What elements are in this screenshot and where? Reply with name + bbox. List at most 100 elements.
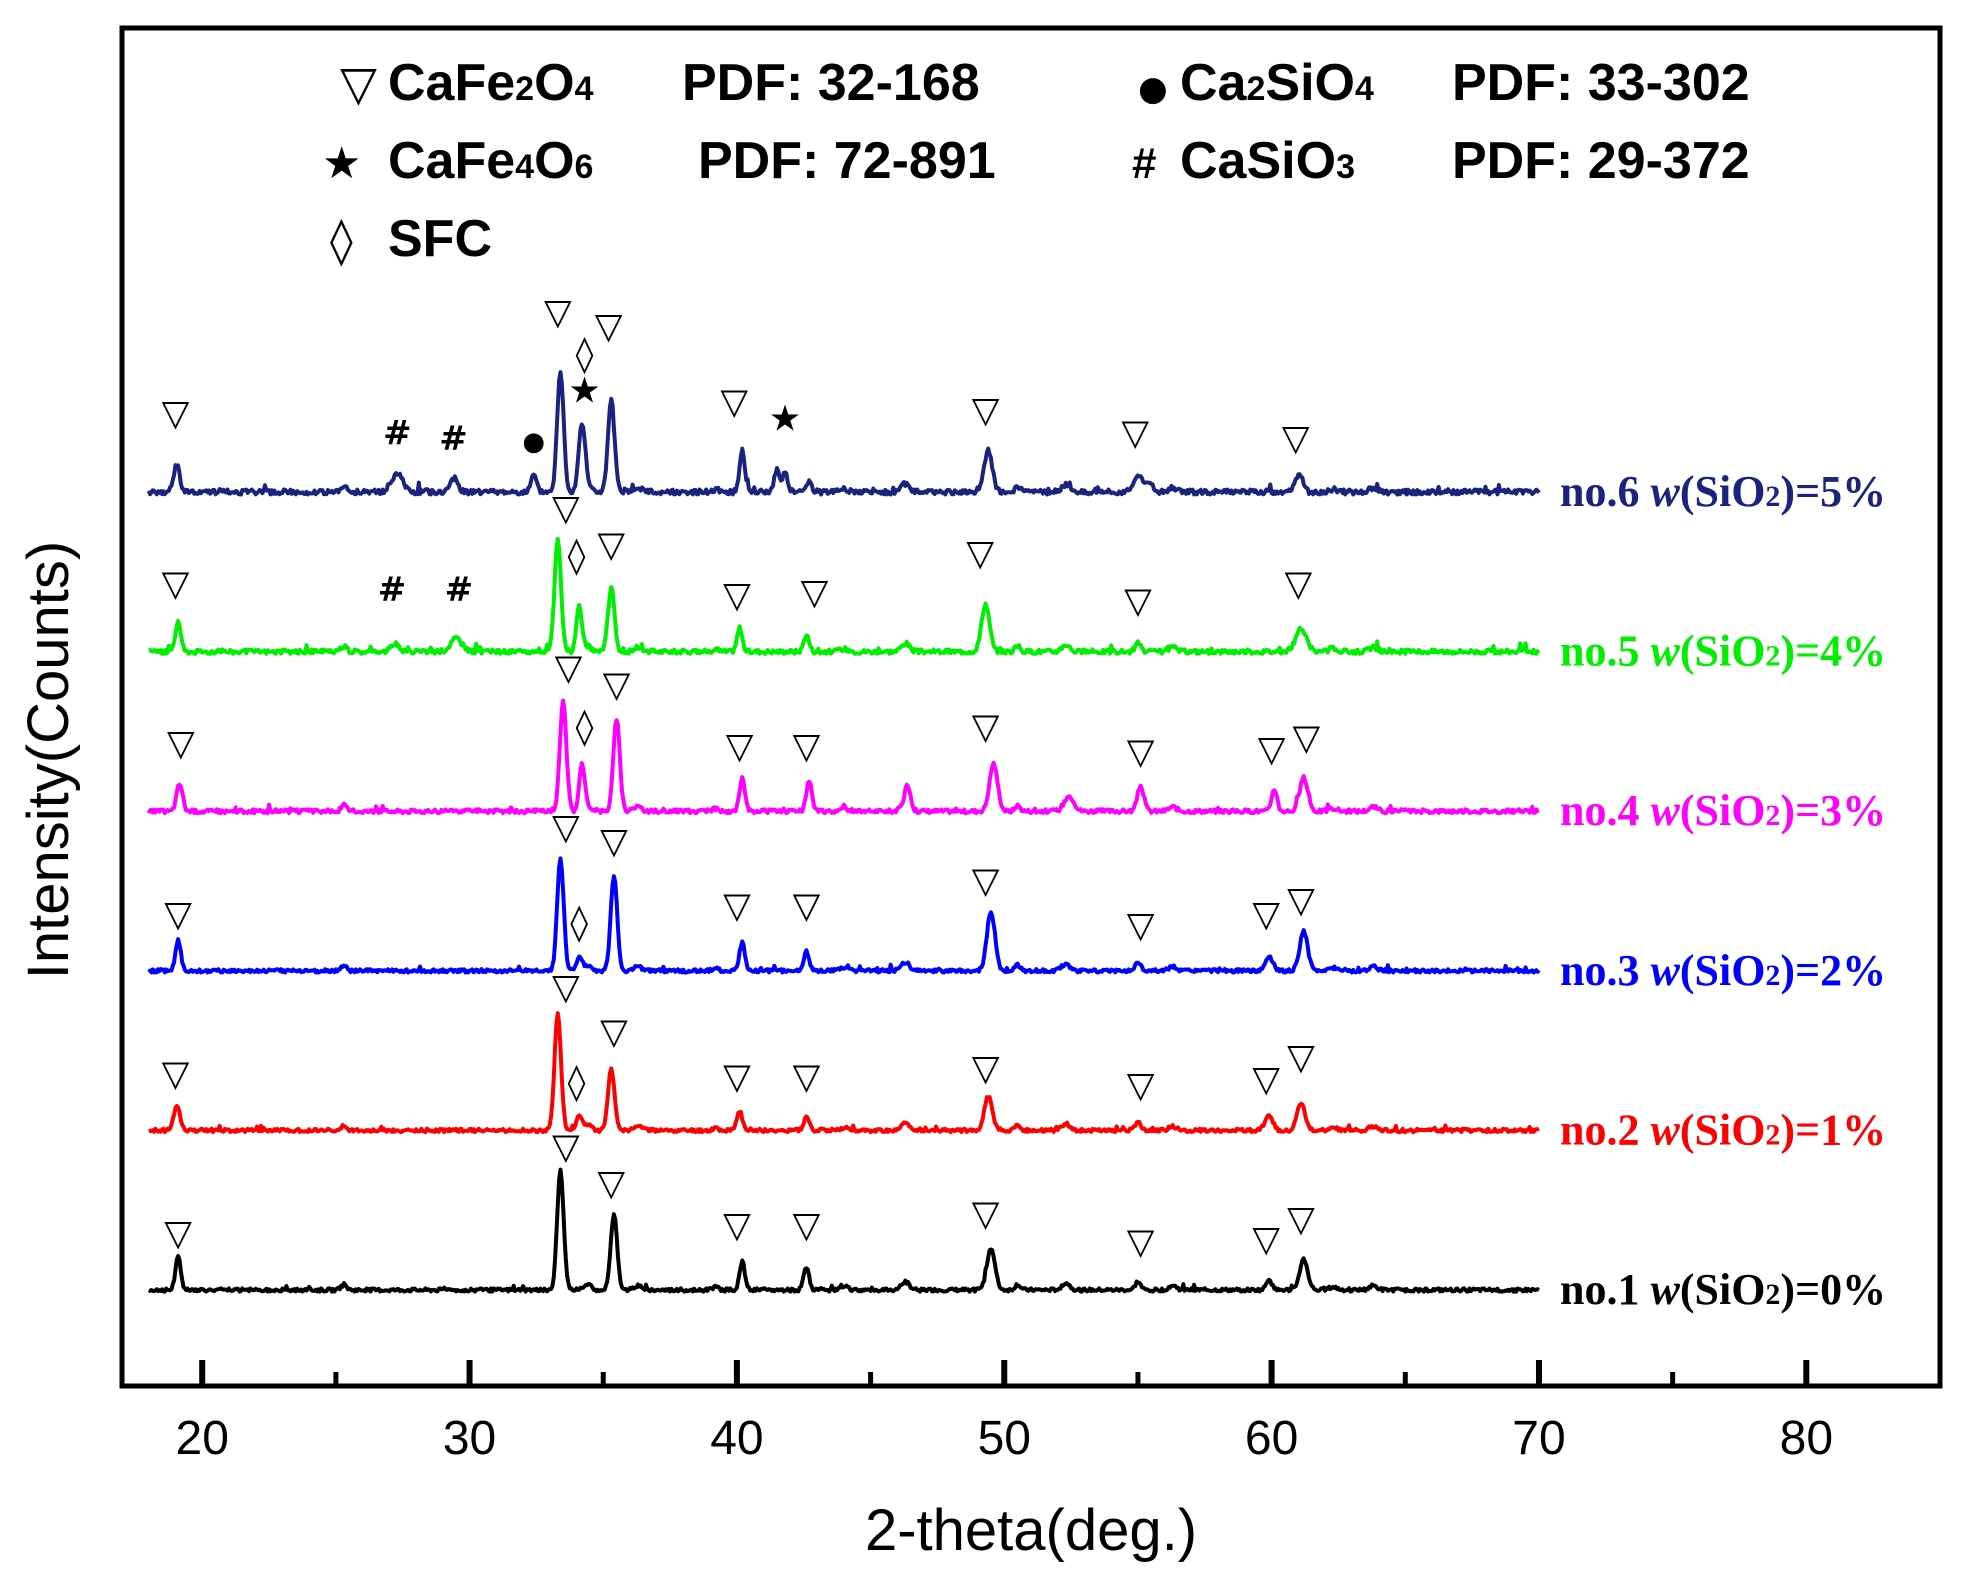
peak-marker: ★ (568, 370, 600, 411)
peak-marker: ● (522, 427, 545, 457)
x-axis-label: 2-theta(deg.) (865, 1498, 1197, 1563)
legend-entry-casio3: # CaSiO3 PDF: 29-372 (1132, 132, 1750, 190)
peak-marker: ▽ (1127, 1222, 1155, 1263)
x-tick-label: 50 (978, 1412, 1031, 1465)
series-line-no1 (147, 1167, 1540, 1294)
peak-marker: ▽ (1252, 1219, 1280, 1260)
legend-phase-casio3: CaSiO3 (1180, 132, 1355, 190)
peak-marker: ★ (769, 398, 801, 439)
peak-marker: ◊ (576, 706, 594, 747)
peak-marker: ▽ (801, 572, 829, 613)
legend-entry-ca2sio4: ● Ca2SiO4 PDF: 33-302 (1138, 54, 1750, 112)
legend-entry-sfc: ◊ SFC (330, 210, 492, 268)
series-label-no5: no.5 w(SiO2)=4% (1560, 627, 1886, 676)
x-axis-ticks: 20 30 40 50 60 70 80 (176, 1360, 1833, 1465)
series-line-no4 (146, 698, 1540, 816)
peak-marker: ▽ (164, 1213, 192, 1254)
peak-marker: ▽ (1287, 880, 1315, 921)
peak-marker: ▽ (162, 1054, 190, 1095)
peak-marker: ▽ (603, 664, 631, 705)
peak-marker: ▽ (544, 292, 572, 333)
x-tick-label: 60 (1245, 1412, 1298, 1465)
peak-marker: ▽ (1127, 732, 1155, 773)
peak-marker: ▽ (793, 1205, 821, 1246)
peak-marker: # (445, 570, 474, 610)
peak-marker: ▽ (966, 533, 994, 574)
legend-symbol-ca2sio4: ● (1138, 69, 1168, 109)
legend-symbol-casio3: # (1132, 139, 1156, 188)
peak-marker: ▽ (720, 382, 748, 423)
peak-marker: ▽ (723, 1205, 751, 1246)
peak-marker: ▽ (1127, 905, 1155, 946)
legend-symbol-cafe2o4: ▽ (340, 56, 377, 112)
legend-phase-cafe4o6: CaFe4O6 (388, 132, 593, 190)
legend-entry-cafe2o4: ▽ CaFe2O4 PDF: 32-168 (340, 54, 980, 112)
peak-marker: # (383, 413, 412, 453)
x-tick-label: 30 (443, 1412, 496, 1465)
plot-frame (119, 25, 1943, 1389)
peak-marker: # (439, 419, 468, 459)
peak-marker: ▽ (972, 860, 1000, 901)
x-tick-label: 40 (710, 1412, 763, 1465)
legend-symbol-sfc: ◊ (330, 213, 353, 267)
peak-marker: ▽ (597, 1163, 625, 1204)
peak-marker: ▽ (162, 564, 190, 605)
x-tick-label: 80 (1780, 1412, 1833, 1465)
series-layer (146, 370, 1541, 1294)
peak-marker: ▽ (793, 886, 821, 927)
peak-marker: ▽ (1293, 718, 1321, 759)
legend-pdf-cafe2o4: PDF: 32-168 (682, 54, 980, 112)
peak-marker: ▽ (1252, 894, 1280, 935)
peak-marker: ◊ (570, 902, 588, 943)
peak-marker: ▽ (162, 393, 190, 434)
peak-marker: ▽ (972, 1194, 1000, 1235)
peak-marker: ▽ (1282, 418, 1310, 459)
peak-marker: ▽ (723, 575, 751, 616)
peak-marker: ▽ (552, 967, 580, 1008)
x-tick-label: 20 (176, 1412, 229, 1465)
peak-marker: ▽ (597, 524, 625, 565)
legend-phase-sfc: SFC (388, 210, 492, 268)
peak-marker: ▽ (1121, 412, 1149, 453)
peak-marker: ▽ (595, 306, 623, 347)
peak-marker: ▽ (1258, 729, 1286, 770)
series-label-no4: no.4 w(SiO2)=3% (1560, 786, 1886, 835)
peak-marker: ◊ (576, 334, 594, 375)
peak-marker: ▽ (1287, 1037, 1315, 1078)
series-label-no2: no.2 w(SiO2)=1% (1560, 1105, 1886, 1154)
peak-marker: ▽ (972, 390, 1000, 431)
legend: ▽ CaFe2O4 PDF: 32-168 ● Ca2SiO4 PDF: 33-… (322, 54, 1750, 268)
y-axis-label: Intensity(Counts) (16, 541, 81, 979)
series-labels-layer: no.1 w(SiO2)=0% no.2 w(SiO2)=1% no.3 w(SiO… (1560, 467, 1886, 1314)
legend-symbol-cafe4o6: ★ (322, 138, 361, 189)
peak-marker: ▽ (726, 726, 754, 767)
peak-marker: ▽ (793, 1056, 821, 1097)
peak-marker: ◊ (568, 536, 586, 577)
series-line-no2 (148, 1011, 1540, 1135)
peak-marker: ▽ (164, 894, 192, 935)
series-label-no3: no.3 w(SiO2)=2% (1560, 946, 1886, 995)
legend-pdf-ca2sio4: PDF: 33-302 (1452, 54, 1750, 112)
series-label-no6: no.6 w(SiO2)=5% (1560, 467, 1886, 516)
peak-marker: ▽ (972, 706, 1000, 747)
x-tick-label: 70 (1512, 1412, 1565, 1465)
peak-marker: ▽ (723, 1056, 751, 1097)
series-line-no5 (148, 536, 1541, 656)
legend-phase-cafe2o4: CaFe2O4 (388, 54, 594, 112)
series-line-no3 (147, 856, 1541, 975)
series-label-no1: no.1 w(SiO2)=0% (1560, 1265, 1886, 1314)
peak-marker: ▽ (1252, 1059, 1280, 1100)
legend-entry-cafe4o6: ★ CaFe4O6 PDF: 72-891 (322, 132, 996, 190)
peak-marker: ◊ (568, 1062, 586, 1103)
peak-marker: ▽ (1287, 1199, 1315, 1240)
peak-markers-layer: ▽▽▽▽ ▽ ▽▽ ▽ ▽▽▽◊▽▽ ▽ ▽ ▽ ▽▽▽▽◊▽▽ ▽▽▽ ▽ ▽▽▽◊▽▽ ▽ ▽▽ ▽ ▽▽… (162, 292, 1321, 1263)
peak-marker: ▽ (1124, 580, 1152, 621)
peak-marker: # (378, 570, 407, 610)
peak-marker: ▽ (793, 726, 821, 767)
legend-pdf-casio3: PDF: 29-372 (1452, 132, 1750, 190)
peak-marker: ▽ (552, 1126, 580, 1167)
peak-marker: ▽ (1127, 1065, 1155, 1106)
peak-marker: ▽ (972, 1048, 1000, 1089)
series-line-no6 (146, 370, 1541, 497)
